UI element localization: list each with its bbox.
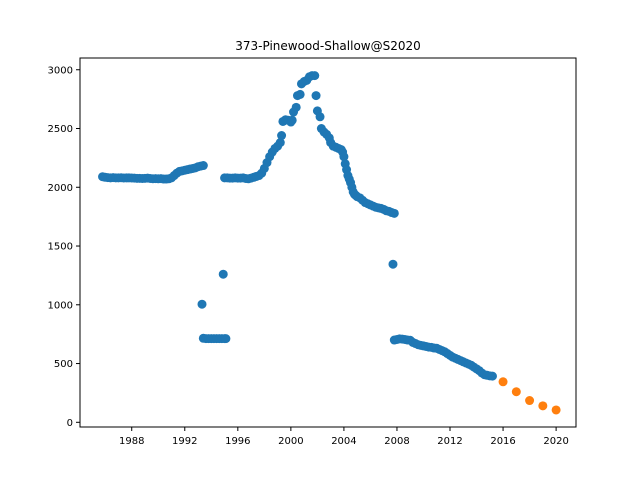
data-point-s0-102 bbox=[339, 152, 349, 162]
x-tick-label: 2016 bbox=[490, 436, 515, 447]
x-tick-label: 2020 bbox=[543, 436, 568, 447]
data-point-s0-39 bbox=[197, 299, 207, 309]
data-point-s0-89 bbox=[311, 91, 321, 101]
x-tick-label: 2012 bbox=[437, 436, 462, 447]
y-tick-label: 2000 bbox=[48, 183, 73, 194]
x-tick-label: 2000 bbox=[278, 436, 303, 447]
data-point-s1-0 bbox=[498, 377, 508, 387]
data-point-s0-88 bbox=[310, 71, 320, 81]
data-point-s0-126 bbox=[389, 208, 399, 218]
plot-frame bbox=[79, 57, 577, 428]
x-tick-label: 2004 bbox=[331, 436, 356, 447]
data-point-s0-165 bbox=[487, 371, 497, 381]
x-tick-label: 1988 bbox=[119, 436, 144, 447]
data-point-s0-127 bbox=[388, 259, 398, 269]
x-tick-label: 2008 bbox=[384, 436, 409, 447]
data-point-s0-72 bbox=[275, 138, 285, 148]
chart-title: 373-Pinewood-Shallow@S2020 bbox=[235, 39, 421, 53]
y-axis: 0 500 1000 1500 2000 2500 3000 bbox=[48, 65, 80, 429]
y-tick-label: 0 bbox=[67, 418, 73, 429]
x-axis: 1988 1992 1996 2000 2004 2008 2012 2016 2020 bbox=[119, 427, 569, 447]
data-point-s0-91 bbox=[315, 112, 325, 122]
data-point-s1-2 bbox=[525, 396, 535, 406]
data-point-s0-78 bbox=[287, 115, 297, 125]
data-point-s0-50 bbox=[218, 269, 228, 279]
data-point-s1-1 bbox=[511, 387, 521, 397]
data-point-s0-80 bbox=[291, 102, 301, 112]
y-tick-label: 1000 bbox=[48, 300, 73, 311]
y-tick-label: 2500 bbox=[48, 124, 73, 135]
data-point-s0-82 bbox=[295, 89, 305, 99]
y-tick-label: 1500 bbox=[48, 242, 73, 253]
data-point-s1-4 bbox=[551, 405, 561, 415]
points-layer bbox=[98, 71, 561, 415]
data-point-s1-3 bbox=[538, 401, 548, 411]
y-tick-label: 500 bbox=[54, 359, 73, 370]
y-tick-label: 3000 bbox=[48, 65, 73, 76]
data-point-s0-38 bbox=[198, 161, 208, 171]
x-tick-label: 1992 bbox=[172, 436, 197, 447]
x-tick-label: 1996 bbox=[225, 436, 250, 447]
data-point-s0-73 bbox=[277, 131, 287, 141]
data-point-s0-49 bbox=[221, 334, 231, 344]
